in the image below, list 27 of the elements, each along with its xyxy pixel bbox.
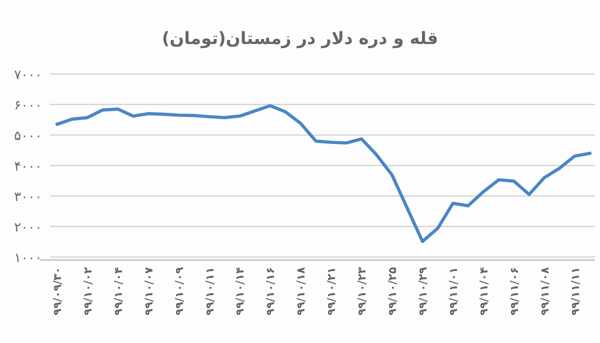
x-tick-label: ۹۹/۱۰/۱۱ <box>203 267 216 316</box>
x-tick-label: ۹۹/۱۰/۱۶ <box>264 267 278 316</box>
y-tick-label: ۳۰۰۰ <box>14 190 42 205</box>
x-tick-label: ۹۹/۱۰/۰۴ <box>112 266 125 316</box>
x-tick-label: ۹۹/۱۱/۰۸ <box>538 266 552 316</box>
x-tick-label: ۹۹/۱۱/۰۴ <box>477 266 490 316</box>
x-tick-label: ۹۹/۱۰/۲۱ <box>325 267 338 316</box>
x-tick-label: ۹۹/۱۰/۱۸ <box>294 266 308 316</box>
x-tick-label: ۹۹/۱۰/۲۳ <box>356 266 369 316</box>
x-tick-label: ۹۹/۱۰/۱۴ <box>234 266 247 316</box>
y-tick-label: ۲۰۰۰ <box>14 220 42 236</box>
y-tick-label: ۵۰۰۰ <box>14 129 42 144</box>
y-tick-label: ۴۰۰۰ <box>14 160 42 174</box>
x-tick-label: ۹۹/۱۰/۰۹ <box>172 266 186 316</box>
chart-title: قله و دره دلار در زمستان(تومان) <box>162 29 438 49</box>
x-tick-label: ۹۹/۱۱/۰۱ <box>446 267 460 316</box>
x-tick-label: ۹۹/۱۰/۲۹ <box>416 266 430 316</box>
y-tick-label: ۶۰۰۰ <box>14 98 42 114</box>
x-tick-label: ۹۹/۰۹/۳۰ <box>51 267 64 316</box>
y-tick-label: ۷۰۰۰ <box>14 68 42 83</box>
line-series <box>55 104 592 244</box>
x-tick-label: ۹۹/۱۰/۰۷ <box>142 266 156 316</box>
x-tick-label: ۹۹/۱۰/۲۵ <box>386 266 400 316</box>
x-tick-label: ۹۹/۱۰/۰۲ <box>81 266 94 316</box>
x-tick-label: ۹۹/۱۱/۰۶ <box>508 267 521 316</box>
x-tick-label: ۹۹/۱۱/۱۱ <box>568 267 582 316</box>
y-tick-label: ۱۰۰۰ <box>14 251 42 266</box>
